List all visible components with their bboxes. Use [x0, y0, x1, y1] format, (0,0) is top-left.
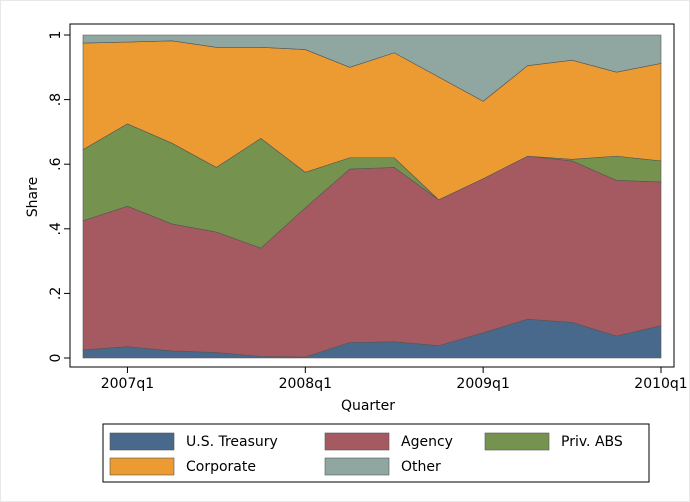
x-tick-label: 2008q1	[279, 376, 332, 392]
y-tick-label: 0	[48, 354, 64, 363]
legend-label: Other	[401, 459, 441, 475]
y-axis-label: Share	[25, 177, 41, 217]
x-tick-label: 2009q1	[456, 376, 509, 392]
y-tick-label: .8	[48, 93, 64, 106]
legend-swatch	[324, 457, 390, 476]
area	[82, 34, 662, 102]
x-tick-label: 2007q1	[101, 376, 154, 392]
x-axis-label: Quarter	[341, 398, 395, 414]
legend-swatch	[324, 432, 390, 451]
y-tick-label: .4	[48, 222, 64, 235]
legend-label: Agency	[401, 434, 453, 450]
legend-swatch	[484, 432, 550, 451]
legend-swatch	[109, 457, 175, 476]
x-tick-label: 2010q1	[634, 376, 687, 392]
legend-label: Corporate	[186, 459, 256, 475]
y-tick-label: .2	[48, 287, 64, 300]
legend-label: Priv. ABS	[561, 434, 623, 450]
y-tick-label: .6	[48, 157, 64, 170]
legend-label: U.S. Treasury	[186, 434, 278, 450]
y-tick-label: 1	[48, 31, 64, 40]
legend-swatch	[109, 432, 175, 451]
